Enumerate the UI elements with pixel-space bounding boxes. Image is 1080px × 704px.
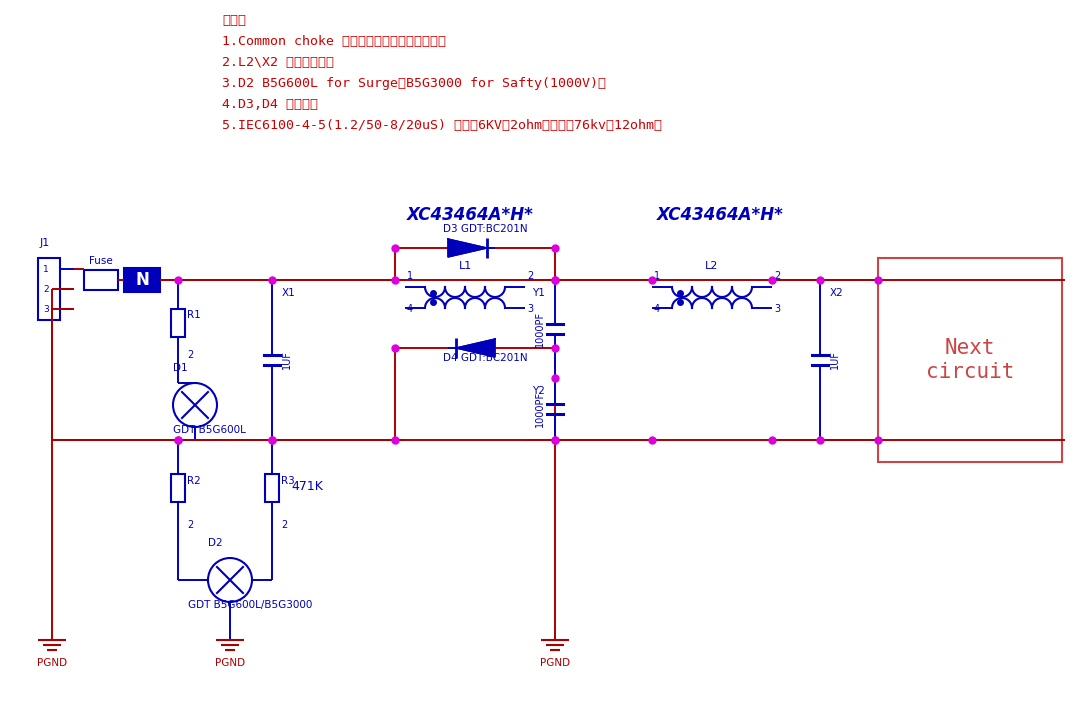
Text: 备注：: 备注：	[222, 14, 246, 27]
Text: Next
circuit: Next circuit	[926, 339, 1014, 382]
Text: 2: 2	[527, 271, 534, 281]
Text: D4 GDT:BC201N: D4 GDT:BC201N	[443, 353, 528, 363]
Text: 4: 4	[654, 304, 660, 314]
Polygon shape	[448, 239, 487, 257]
Text: Y1: Y1	[532, 288, 545, 298]
Text: 3: 3	[527, 304, 534, 314]
Text: 2: 2	[281, 520, 287, 530]
Text: 3.D2 B5G600L for Surge，B5G3000 for Safty(1000V)。: 3.D2 B5G600L for Surge，B5G3000 for Safty…	[222, 77, 606, 90]
Text: PGND: PGND	[215, 658, 245, 668]
Text: PGND: PGND	[540, 658, 570, 668]
Text: 1000PF: 1000PF	[535, 311, 545, 347]
FancyBboxPatch shape	[124, 268, 160, 292]
Text: 4: 4	[407, 304, 414, 314]
Text: PGND: PGND	[37, 658, 67, 668]
Text: 2: 2	[43, 284, 49, 294]
Text: Y2: Y2	[532, 386, 545, 396]
Text: 3: 3	[43, 305, 49, 313]
Text: 2.L2\X2 可选择不加。: 2.L2\X2 可选择不加。	[222, 56, 334, 69]
Text: N: N	[135, 271, 149, 289]
Text: L2: L2	[705, 261, 718, 271]
Text: D2: D2	[208, 538, 222, 548]
Text: R3: R3	[281, 475, 295, 486]
Text: 1UF: 1UF	[282, 351, 292, 370]
Text: 1.Common choke 的选用要注意产品的工作电流: 1.Common choke 的选用要注意产品的工作电流	[222, 35, 446, 48]
Text: 1UF: 1UF	[831, 351, 840, 370]
Text: Fuse: Fuse	[90, 256, 113, 266]
Text: L1: L1	[458, 261, 472, 271]
Text: 1: 1	[43, 265, 49, 273]
Text: 4.D3,D4 为退耦。: 4.D3,D4 为退耦。	[222, 98, 318, 111]
Text: 5.IEC6100-4-5(1.2/50-8/20uS) 差模：6KV（2ohm），共模76kv（12ohm）: 5.IEC6100-4-5(1.2/50-8/20uS) 差模：6KV（2ohm…	[222, 119, 662, 132]
Text: GDT B5G600L/B5G3000: GDT B5G600L/B5G3000	[188, 600, 312, 610]
Text: 2: 2	[774, 271, 780, 281]
Text: R2: R2	[187, 475, 201, 486]
Text: X2: X2	[831, 288, 843, 298]
Text: XC43464A*H*: XC43464A*H*	[406, 206, 534, 224]
Text: 2: 2	[187, 520, 193, 530]
Text: 1: 1	[407, 271, 414, 281]
Text: X1: X1	[282, 288, 296, 298]
Text: D3 GDT:BC201N: D3 GDT:BC201N	[443, 224, 528, 234]
Text: 3: 3	[774, 304, 780, 314]
Text: XC43464A*H*: XC43464A*H*	[657, 206, 783, 224]
Text: 1: 1	[654, 271, 660, 281]
Text: 471K: 471K	[291, 480, 323, 493]
Text: R1: R1	[187, 310, 201, 320]
Text: GDT B5G600L: GDT B5G600L	[173, 425, 246, 435]
Polygon shape	[456, 339, 495, 357]
Text: D1: D1	[173, 363, 188, 373]
Text: 2: 2	[187, 350, 193, 360]
Text: J1: J1	[40, 238, 51, 248]
Text: 1000PF: 1000PF	[535, 391, 545, 427]
